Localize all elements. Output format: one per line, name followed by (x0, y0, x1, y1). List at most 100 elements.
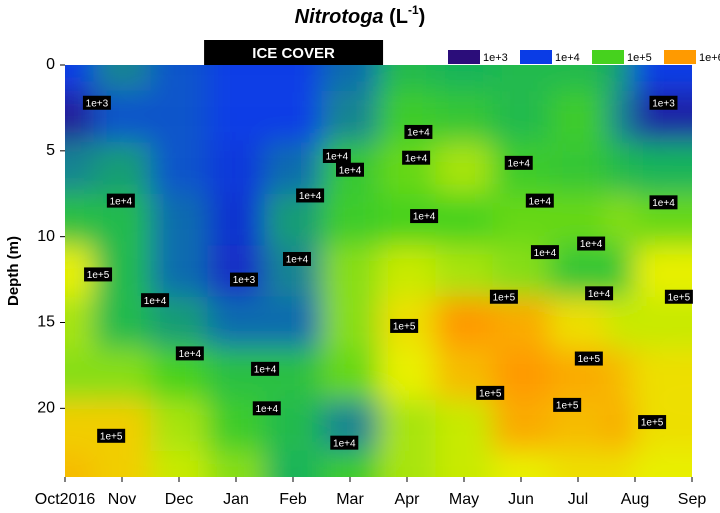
legend-label: 1e+5 (627, 52, 652, 64)
heat-cell (264, 451, 322, 477)
heat-cell (150, 193, 208, 246)
contour-label-box (574, 351, 603, 366)
heat-cell (207, 245, 265, 297)
title-superscript: -1 (408, 3, 419, 17)
heat-cell (321, 65, 379, 91)
heat-cell (264, 296, 322, 349)
contour-label: 1e+4 (588, 289, 611, 300)
heat-cell (633, 296, 692, 349)
x-tick-label: Oct2016 (35, 491, 96, 508)
heat-cell (93, 296, 151, 349)
y-axis-label: Depth (m) (5, 236, 22, 306)
ice-cover-bar (204, 40, 384, 65)
heat-cell (378, 142, 436, 194)
contour-label-box (106, 193, 135, 208)
contour-label: 1e+4 (286, 255, 309, 266)
x-tick-label: Mar (336, 491, 364, 508)
heat-cell (633, 451, 692, 477)
contour-label-box (251, 361, 280, 376)
contour-label-box (525, 193, 554, 208)
contour-label: 1e+5 (87, 270, 110, 281)
contour-label-box (296, 188, 325, 203)
heat-cell (633, 142, 692, 194)
heat-cell (549, 142, 607, 194)
legend-label: 1e+6 (699, 52, 720, 64)
contour-label-box (476, 385, 505, 400)
contour-label: 1e+4 (299, 191, 322, 202)
contour-label-box (175, 346, 204, 361)
heat-cell (264, 65, 322, 91)
contour-label: 1e+4 (254, 364, 277, 375)
contour-label: 1e+4 (534, 248, 557, 259)
contour-label-box (229, 272, 258, 287)
contour-label: 1e+5 (393, 322, 416, 333)
contour-label-box (553, 397, 582, 412)
heat-cell (378, 399, 436, 452)
heat-cell (435, 90, 493, 143)
heat-cell (435, 296, 493, 349)
heat-cell (264, 142, 322, 194)
contour-label: 1e+4 (529, 196, 552, 207)
heat-cell (150, 399, 208, 452)
contour-label: 1e+4 (110, 196, 133, 207)
title-close: ) (419, 6, 426, 28)
contour-label-box (404, 124, 433, 139)
heat-cell (207, 65, 265, 91)
legend-swatch (592, 50, 624, 64)
x-tick-label: Jan (223, 491, 249, 508)
heat-cell (492, 451, 550, 477)
contour-label-box (84, 267, 113, 282)
contour-label: 1e+4 (339, 165, 362, 176)
x-tick-label: Jul (568, 491, 588, 508)
contour-label: 1e+4 (413, 212, 436, 223)
contour-label-box (585, 286, 614, 301)
overlay: 0 5 10 15 20 Oct2016 Nov Dec Jan Feb Mar Apr May Jun J… (35, 40, 720, 508)
contour-label-box (330, 435, 359, 450)
contour-label: 1e+5 (641, 418, 664, 429)
heat-cell (633, 348, 692, 400)
heat-cell (435, 193, 493, 246)
heat-cell (150, 90, 208, 143)
y-tick-label: 15 (37, 314, 55, 331)
heat-cell (207, 193, 265, 246)
contour-label-box (489, 289, 518, 304)
legend-label: 1e+4 (555, 52, 580, 64)
x-tick-label: Feb (279, 491, 307, 508)
contour-label-box (649, 95, 678, 110)
contour-label-box (664, 289, 693, 304)
heat-cell (321, 451, 379, 477)
heat-cell (633, 65, 692, 91)
contour-label-box (141, 293, 170, 308)
contour-label-box (402, 150, 431, 165)
heat-cell (150, 245, 208, 297)
contour-label: 1e+4 (333, 438, 356, 449)
chart-title: Nitrotoga (L-1) (295, 3, 426, 28)
contour-label-box (252, 401, 281, 416)
heat-cell (264, 90, 322, 143)
heat-cell (93, 65, 151, 91)
contour-label: 1e+4 (405, 153, 428, 164)
contour-label: 1e+5 (556, 401, 579, 412)
contour-label: 1e+4 (256, 404, 279, 415)
contour-label-box (504, 155, 533, 170)
heat-cell (492, 90, 550, 143)
heat-cell (207, 90, 265, 143)
ice-cover-label: ICE COVER (252, 45, 335, 62)
x-tick-label: May (449, 491, 479, 508)
y-tick-label: 5 (46, 142, 55, 159)
contour-label: 1e+4 (652, 198, 675, 209)
contour-label-box (530, 245, 559, 260)
contour-label-box (638, 415, 667, 430)
heat-cell (378, 65, 436, 91)
heat-cell (492, 296, 550, 349)
heat-cell (207, 296, 265, 349)
contour-label: 1e+5 (668, 292, 691, 303)
contour-label: 1e+5 (479, 389, 502, 400)
contour-label: 1e+5 (100, 431, 123, 442)
legend-swatch (664, 50, 696, 64)
heat-cell (321, 245, 379, 297)
heat-cell (435, 65, 493, 91)
x-tick-label: Apr (395, 491, 421, 508)
contour-label: 1e+4 (580, 239, 603, 250)
